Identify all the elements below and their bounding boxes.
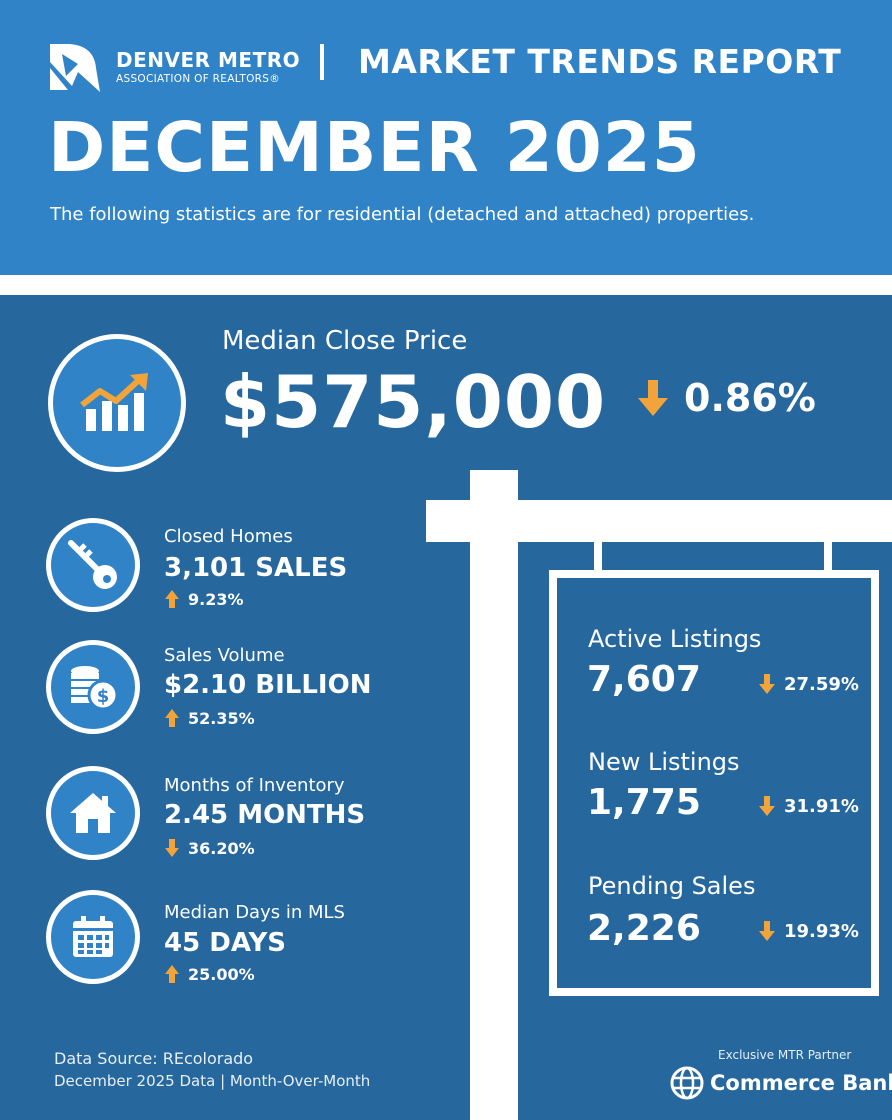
days-in-mls-badge — [46, 890, 140, 984]
house-icon — [70, 793, 116, 833]
header-banner — [0, 0, 892, 275]
arrow-up-icon — [165, 965, 179, 983]
active-listings-change: 27.59% — [758, 673, 859, 695]
sign-post-arm — [426, 500, 892, 542]
pending-sales-label: Pending Sales — [588, 872, 756, 900]
days-in-mls-label: Median Days in MLS — [164, 902, 345, 923]
arrow-up-icon — [165, 590, 179, 608]
arrow-down-icon — [759, 921, 775, 941]
bar-chart-trend-icon — [80, 373, 148, 431]
pending-sales-change-value: 19.93% — [784, 920, 859, 942]
arrow-down-icon — [165, 839, 179, 857]
sign-hook-left — [594, 542, 602, 572]
median-price-label: Median Close Price — [222, 326, 468, 356]
key-icon — [68, 540, 117, 589]
days-in-mls-change: 25.00% — [164, 964, 255, 984]
dmar-logo-icon — [50, 44, 100, 92]
partner-label: Exclusive MTR Partner — [718, 1048, 852, 1062]
org-subtitle: ASSOCIATION OF REALTORS® — [116, 73, 281, 85]
median-price-value: $575,000 — [220, 360, 607, 444]
closed-homes-value: 3,101 SALES — [164, 553, 348, 583]
pending-sales-change: 19.93% — [758, 920, 859, 942]
closed-homes-change-value: 9.23% — [188, 589, 244, 609]
new-listings-change-value: 31.91% — [784, 795, 859, 817]
median-price-change: 0.86% — [636, 376, 816, 420]
active-listings-change-value: 27.59% — [784, 673, 859, 695]
months-inventory-change-value: 36.20% — [188, 838, 255, 858]
median-price-badge — [48, 334, 186, 472]
arrow-down-icon — [759, 674, 775, 694]
sales-volume-value: $2.10 BILLION — [164, 670, 372, 700]
closed-homes-label: Closed Homes — [164, 526, 293, 547]
title-divider — [320, 44, 324, 80]
new-listings-value: 1,775 — [587, 782, 701, 823]
partner-logo: Commerce Bank — [670, 1066, 892, 1100]
partner-name: Commerce Bank — [710, 1071, 892, 1095]
data-source: Data Source: REcolorado — [54, 1049, 254, 1068]
coins-icon: $ — [71, 666, 119, 711]
days-in-mls-change-value: 25.00% — [188, 964, 255, 984]
active-listings-value: 7,607 — [587, 659, 701, 700]
report-subtitle: The following statistics are for residen… — [50, 204, 755, 225]
calendar-icon — [73, 916, 113, 957]
sign-post — [470, 470, 518, 1120]
median-price-change-value: 0.86% — [684, 376, 816, 420]
new-listings-label: New Listings — [588, 748, 740, 776]
sign-hook-right — [824, 542, 832, 572]
pending-sales-value: 2,226 — [587, 908, 701, 949]
data-period: December 2025 Data | Month-Over-Month — [54, 1072, 371, 1090]
active-listings-label: Active Listings — [588, 625, 762, 653]
days-in-mls-value: 45 DAYS — [164, 928, 287, 958]
months-inventory-value: 2.45 MONTHS — [164, 800, 366, 830]
months-inventory-change: 36.20% — [164, 838, 255, 858]
globe-icon — [670, 1066, 704, 1100]
header-divider-band — [0, 275, 892, 295]
sales-volume-badge: $ — [46, 640, 140, 734]
month-title: DECEMBER 2025 — [48, 108, 701, 188]
new-listings-change: 31.91% — [758, 795, 859, 817]
sales-volume-label: Sales Volume — [164, 645, 285, 666]
closed-homes-badge — [46, 518, 140, 612]
closed-homes-change: 9.23% — [164, 589, 244, 609]
months-inventory-badge — [46, 766, 140, 860]
svg-text:$: $ — [97, 686, 110, 707]
org-name: DENVER METRO — [116, 48, 301, 72]
sales-volume-change-value: 52.35% — [188, 708, 255, 728]
report-title: MARKET TRENDS REPORT — [358, 42, 842, 81]
listing-sign-board — [549, 570, 879, 996]
arrow-down-icon — [759, 796, 775, 816]
sales-volume-change: 52.35% — [164, 708, 255, 728]
arrow-down-icon — [638, 380, 668, 416]
arrow-up-icon — [165, 709, 179, 727]
months-inventory-label: Months of Inventory — [164, 775, 345, 796]
